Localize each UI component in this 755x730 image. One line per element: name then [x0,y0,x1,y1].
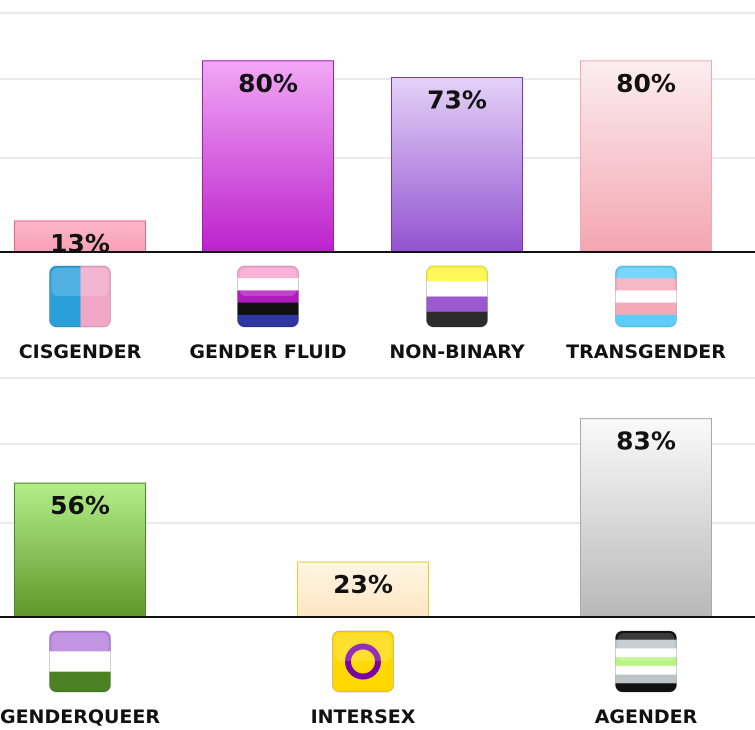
data-label-genderqueer: 56% [50,491,110,520]
genderfluid-flag-icon [237,266,299,327]
data-label-gender-fluid: 80% [238,69,298,98]
flag-icons [49,265,677,693]
category-label-intersex: INTERSEX [311,706,416,728]
bars [14,60,712,618]
bar-gender-fluid [202,60,334,253]
category-label-gender-fluid: GENDER FLUID [189,341,346,363]
bar-transgender [580,60,712,253]
data-label-cisgender: 13% [50,229,110,258]
bar-intersex [297,561,429,618]
data-label-transgender: 80% [616,69,676,98]
intersex-flag-icon [332,631,394,692]
category-label-agender: AGENDER [595,706,698,728]
bar-non-binary [391,77,523,253]
category-label-transgender: TRANSGENDER [566,341,726,363]
data-label-agender: 83% [616,427,676,456]
labels: 13% CISGENDER 80% GENDER FLUID 73% NON-BINARY… [0,69,726,728]
agender-flag-icon [615,631,677,692]
baselines [0,251,755,618]
transgender-flag-icon [615,266,677,327]
genderqueer-flag-icon [49,631,111,692]
bar-genderqueer [14,482,146,618]
data-label-intersex: 23% [333,570,393,599]
category-label-genderqueer: GENDERQUEER [0,706,160,728]
nonbinary-flag-icon [426,266,488,327]
cisgender-flag-icon [49,266,111,327]
data-label-non-binary: 73% [427,86,487,115]
bar-agender [580,418,712,618]
category-label-non-binary: NON-BINARY [389,341,525,363]
category-label-cisgender: CISGENDER [19,341,142,363]
